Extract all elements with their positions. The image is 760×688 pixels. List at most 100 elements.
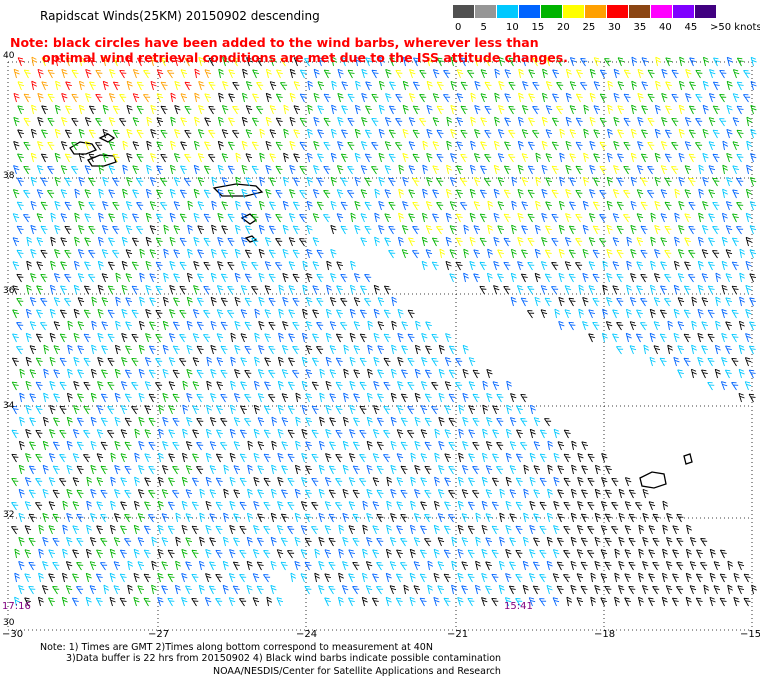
wind-barb <box>330 200 337 211</box>
wind-barb <box>431 357 439 367</box>
wind-barb <box>29 369 37 379</box>
wind-barb <box>132 213 139 223</box>
wind-barb <box>354 128 361 139</box>
wind-barb <box>649 308 656 319</box>
wind-barb <box>677 273 685 283</box>
wind-barb <box>11 526 19 535</box>
wind-barb <box>739 248 746 259</box>
wind-barb <box>527 237 535 247</box>
wind-barb <box>745 309 752 319</box>
wind-barb <box>556 106 564 115</box>
wind-barb <box>364 225 372 235</box>
wind-barb <box>206 356 213 367</box>
wind-barb <box>182 404 189 415</box>
wind-barb <box>281 393 289 403</box>
wind-barb <box>510 393 517 403</box>
wind-barb <box>270 560 277 571</box>
wind-barb <box>205 500 212 511</box>
wind-barb <box>458 404 465 415</box>
wind-barb <box>640 249 648 259</box>
wind-barb <box>76 441 84 451</box>
wind-barb <box>197 225 204 235</box>
wind-barb <box>532 57 540 67</box>
wind-barb <box>91 320 98 331</box>
wind-barb <box>353 321 361 331</box>
wind-barb <box>85 69 92 79</box>
wind-barb <box>365 81 372 91</box>
legend-swatch <box>607 5 628 18</box>
wind-barb <box>580 561 588 571</box>
wind-barb <box>168 429 175 439</box>
wind-barb <box>542 68 548 79</box>
wind-barb <box>582 321 589 331</box>
attitude-note-line-1: Note: black circles have been added to t… <box>10 35 539 50</box>
wind-barb <box>726 128 733 139</box>
wind-barb <box>257 489 264 499</box>
wind-barb <box>558 296 565 307</box>
wind-barb <box>84 165 92 175</box>
wind-barb <box>737 585 744 595</box>
wind-barb <box>457 597 464 607</box>
wind-barb <box>143 94 151 103</box>
wind-barb <box>606 176 613 187</box>
attitude-note-line-2: optimal wind retrieval conditions are me… <box>42 50 568 65</box>
wind-barb <box>444 381 452 391</box>
wind-barb <box>76 465 84 475</box>
wind-barb <box>529 428 536 439</box>
wind-barb <box>736 57 744 67</box>
wind-barb <box>523 464 530 475</box>
wind-barb <box>493 285 500 295</box>
wind-barb <box>673 356 680 367</box>
wind-barb <box>221 225 228 235</box>
wind-barb <box>589 116 596 127</box>
wind-barb <box>342 512 349 523</box>
wind-barb <box>568 321 576 331</box>
wind-barb <box>11 357 19 367</box>
wind-barb <box>521 105 529 115</box>
wind-barb <box>275 165 283 175</box>
wind-barb <box>348 477 356 487</box>
wind-barb <box>114 416 121 427</box>
wind-barb <box>49 332 56 343</box>
wind-barb <box>725 345 732 355</box>
wind-barb <box>485 585 492 595</box>
wind-barb <box>592 249 600 259</box>
wind-barb <box>155 382 163 391</box>
wind-barb <box>412 226 420 235</box>
wind-barb <box>60 189 68 199</box>
wind-barb <box>638 548 645 559</box>
wind-barb <box>750 104 757 115</box>
wind-barb <box>474 105 481 115</box>
wind-barb <box>14 596 20 607</box>
wind-barb <box>499 512 506 523</box>
wind-barb <box>533 537 540 547</box>
wind-barb <box>725 225 733 235</box>
wind-barb <box>575 189 583 199</box>
wind-barb <box>76 537 84 547</box>
wind-barb <box>481 500 488 511</box>
wind-barb <box>31 56 38 67</box>
wind-barb <box>673 284 680 295</box>
wind-barb <box>41 81 48 91</box>
wind-barb <box>103 584 110 595</box>
wind-barb <box>384 189 392 199</box>
wind-barb <box>95 573 103 583</box>
wind-barb <box>343 368 350 379</box>
wind-barb <box>420 429 428 439</box>
wind-barb <box>234 296 241 307</box>
wind-barb <box>205 549 212 559</box>
wind-barb <box>468 429 475 439</box>
wind-barb <box>378 80 385 91</box>
wind-barb <box>707 285 715 295</box>
wind-barb <box>415 320 421 331</box>
wind-barb <box>208 57 216 67</box>
wind-barb <box>709 69 716 79</box>
wind-barb <box>299 165 307 175</box>
wind-barb <box>254 356 260 367</box>
wind-barb <box>540 285 548 295</box>
wind-barb <box>145 212 152 223</box>
wind-barb <box>630 249 637 259</box>
wind-barb <box>113 537 121 547</box>
wind-barb <box>235 200 241 211</box>
